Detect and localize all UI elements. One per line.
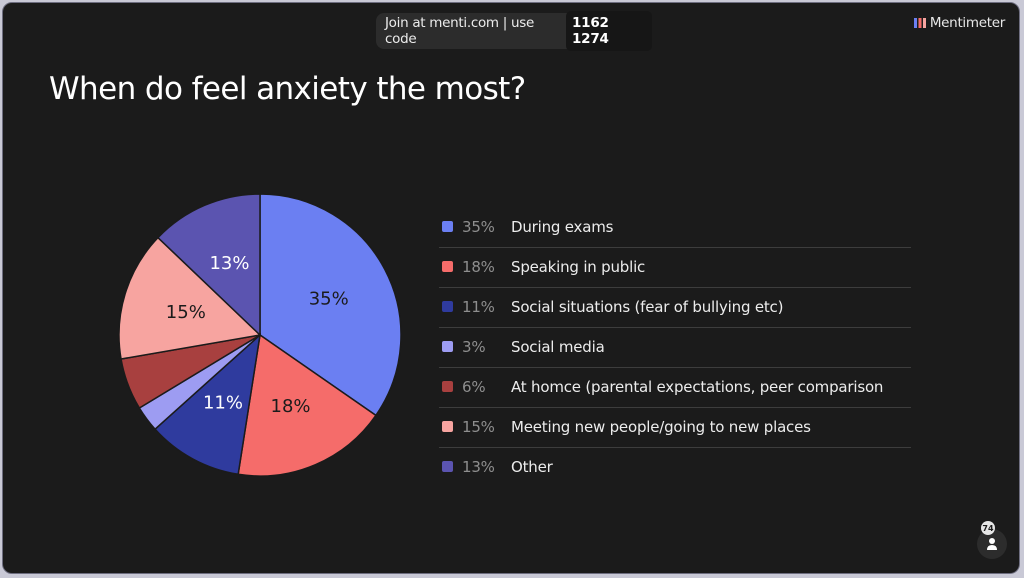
pie-slice-2 xyxy=(153,333,262,476)
legend-label-4: At homce (parental expectations, peer co… xyxy=(511,378,884,396)
legend-item-3: 3% Social media xyxy=(439,328,911,368)
slice-label-5: 15% xyxy=(166,302,206,323)
legend-label-1: Speaking in public xyxy=(511,258,646,276)
legend-percent-2: 11% xyxy=(462,298,495,316)
brand-name: Mentimeter xyxy=(929,15,1005,31)
legend-swatch-0 xyxy=(442,221,453,232)
pie-slice-0 xyxy=(259,193,402,417)
pie-slice-5 xyxy=(118,236,262,360)
slice-label-1: 18% xyxy=(271,396,311,417)
legend-swatch-6 xyxy=(442,461,453,472)
pie-slice-6 xyxy=(156,193,261,337)
legend-item-5: 15% Meeting new people/going to new place… xyxy=(439,408,911,448)
legend-swatch-2 xyxy=(442,301,453,312)
brand-logo: Mentimeter xyxy=(913,15,1005,31)
legend-percent-4: 6% xyxy=(462,378,486,396)
mentimeter-logo-icon xyxy=(913,18,926,28)
legend-swatch-4 xyxy=(442,381,453,392)
chart-legend: 35% During exams 18% Speaking in public 11% S… xyxy=(439,208,911,487)
participant-count: 74 xyxy=(981,521,995,535)
participants-button[interactable]: 74 xyxy=(977,521,1007,559)
legend-percent-1: 18% xyxy=(462,258,495,276)
join-text: Join at menti.com | use code xyxy=(385,15,535,47)
join-code: 1162 1274 xyxy=(565,11,652,51)
pie-slice-1 xyxy=(237,333,377,477)
legend-item-4: 6% At homce (parental expectations, peer … xyxy=(439,368,911,408)
legend-swatch-1 xyxy=(442,261,453,272)
pie-chart: 35% 18% 11% 15% 13% xyxy=(118,193,402,477)
legend-label-0: During exams xyxy=(511,218,614,236)
legend-label-6: Other xyxy=(511,458,553,476)
slide-title: When do feel anxiety the most? xyxy=(49,71,526,107)
legend-percent-3: 3% xyxy=(462,338,486,356)
join-banner: Join at menti.com | use code 1162 1274 xyxy=(376,11,652,51)
legend-swatch-3 xyxy=(442,341,453,352)
legend-item-2: 11% Social situations (fear of bullying e… xyxy=(439,288,911,328)
legend-swatch-5 xyxy=(442,421,453,432)
slice-label-6: 13% xyxy=(209,253,249,274)
legend-percent-0: 35% xyxy=(462,218,495,236)
legend-percent-5: 15% xyxy=(462,418,495,436)
slice-label-2: 11% xyxy=(203,393,243,414)
legend-label-3: Social media xyxy=(511,338,605,356)
slice-label-0: 35% xyxy=(309,289,349,310)
person-icon xyxy=(987,538,997,550)
legend-label-5: Meeting new people/going to new places xyxy=(511,418,811,436)
legend-item-0: 35% During exams xyxy=(439,208,911,248)
legend-percent-6: 13% xyxy=(462,458,495,476)
legend-item-1: 18% Speaking in public xyxy=(439,248,911,288)
legend-label-2: Social situations (fear of bullying etc) xyxy=(511,298,784,316)
legend-item-6: 13% Other xyxy=(439,448,911,487)
